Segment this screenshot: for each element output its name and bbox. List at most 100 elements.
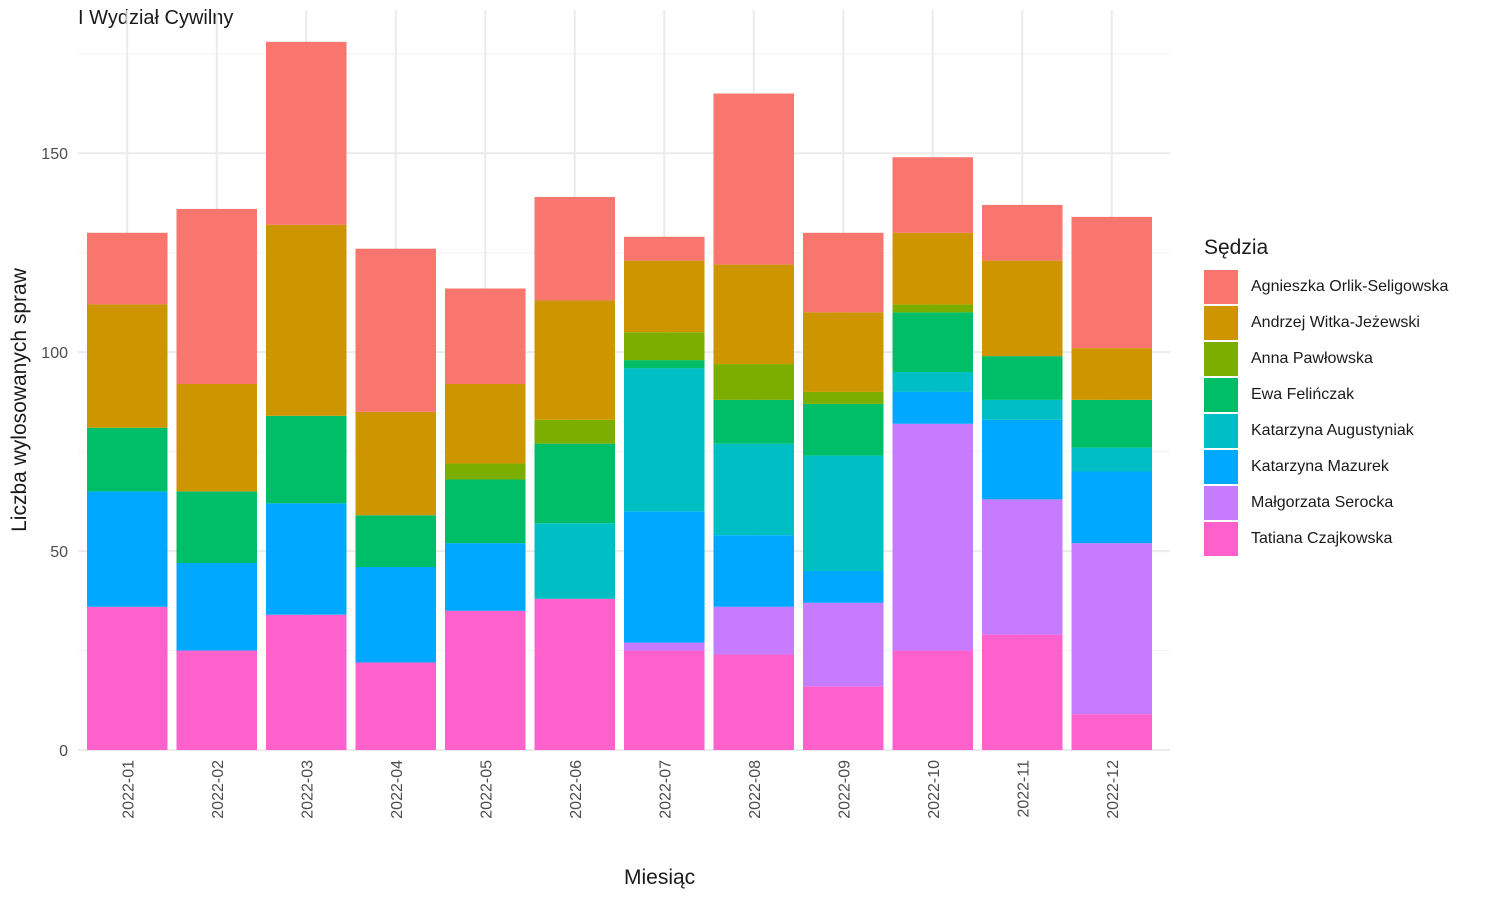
bar-segment: [176, 650, 257, 750]
bar-segment: [892, 391, 973, 424]
bar-segment: [176, 383, 257, 492]
x-tick-label: 2022-05: [478, 760, 495, 819]
x-tick-label: 2022-09: [836, 760, 853, 819]
bar-segment: [176, 208, 257, 384]
bar-segment: [355, 515, 436, 567]
bar-segment: [803, 232, 884, 313]
bar-segment: [534, 443, 615, 524]
bar-segment: [266, 614, 347, 750]
y-tick-label: 100: [41, 345, 68, 362]
bar-segment: [1071, 471, 1152, 544]
legend-label: Andrzej Witka-Jeżewski: [1251, 314, 1420, 331]
x-tick-label: 2022-10: [926, 760, 943, 819]
bar-segment: [713, 654, 794, 750]
bar-segment: [624, 650, 705, 750]
bar-segment: [803, 312, 884, 392]
legend-label: Ewa Felińczak: [1251, 386, 1355, 403]
bar-segment: [534, 598, 615, 750]
legend-swatch: [1204, 306, 1238, 340]
y-tick-label: 0: [59, 743, 68, 760]
bar-segment: [355, 411, 436, 516]
bar-segment: [982, 260, 1063, 357]
x-tick-label: 2022-11: [1015, 760, 1032, 818]
bar-segment: [982, 634, 1063, 750]
bar-segment: [713, 399, 794, 444]
bar-segment: [534, 523, 615, 599]
bar-segment: [445, 479, 526, 544]
y-tick-label: 150: [41, 146, 68, 163]
bar-segment: [982, 399, 1063, 420]
legend-label: Anna Pawłowska: [1251, 350, 1373, 367]
legend-label: Katarzyna Augustyniak: [1251, 422, 1414, 439]
bar-segment: [713, 606, 794, 655]
legend-item: Ewa Felińczak: [1204, 377, 1448, 413]
bar-segment: [534, 300, 615, 420]
x-tick-label: 2022-03: [299, 760, 316, 819]
bar-segment: [266, 224, 347, 416]
bar-segment: [445, 610, 526, 750]
legend-item: Małgorzata Serocka: [1204, 485, 1448, 521]
legend-item: Andrzej Witka-Jeżewski: [1204, 305, 1448, 341]
x-tick-label: 2022-04: [389, 760, 406, 819]
bar-segment: [266, 415, 347, 504]
bar-segment: [892, 423, 973, 651]
bar-segment: [803, 391, 884, 404]
bar-segment: [624, 260, 705, 333]
x-axis-title: Miesiąc: [624, 866, 696, 889]
bar-segment: [892, 304, 973, 313]
bar-segment: [713, 93, 794, 265]
legend-title: Sędzia: [1204, 236, 1269, 259]
bar-segment: [624, 360, 705, 369]
bar-segment: [892, 372, 973, 392]
bar-segment: [445, 383, 526, 464]
legend-swatch: [1204, 378, 1238, 412]
bar-segment: [982, 419, 1063, 500]
bar-segment: [176, 563, 257, 651]
legend-swatch: [1204, 414, 1238, 448]
legend: Sędzia Agnieszka Orlik-Seligowska Andrzej…: [1204, 236, 1448, 557]
bar-segment: [1071, 348, 1152, 400]
legend-item: Katarzyna Mazurek: [1204, 449, 1448, 485]
x-tick-label: 2022-08: [747, 760, 764, 819]
legend-swatch: [1204, 342, 1238, 376]
y-axis-title: Liczba wylosowanych spraw: [8, 268, 31, 532]
legend-label: Agnieszka Orlik-Seligowska: [1251, 278, 1449, 295]
bar-segment: [624, 511, 705, 643]
bar-segment: [355, 566, 436, 663]
bar-segment: [355, 662, 436, 750]
bar-segment: [624, 642, 705, 651]
legend-items: Agnieszka Orlik-Seligowska Andrzej Witka-…: [1204, 269, 1448, 557]
page-title: I Wydział Cywilny: [78, 7, 234, 29]
legend-item: Tatiana Czajkowska: [1204, 521, 1448, 557]
legend-label: Małgorzata Serocka: [1251, 494, 1394, 511]
bar-segment: [266, 41, 347, 225]
bar-segment: [87, 232, 168, 305]
legend-swatch: [1204, 522, 1238, 556]
x-tick-label: 2022-01: [120, 760, 137, 819]
bar-segment: [87, 491, 168, 607]
legend-label: Tatiana Czajkowska: [1251, 530, 1393, 547]
bar-segment: [534, 419, 615, 444]
bar-segment: [1071, 714, 1152, 750]
bar-segment: [87, 606, 168, 750]
bar-segment: [982, 356, 1063, 400]
bar-segment: [176, 491, 257, 564]
bar-segment: [803, 570, 884, 603]
bar-segment: [803, 403, 884, 456]
bar-segment: [445, 288, 526, 384]
bar-segment: [982, 204, 1063, 261]
x-tick-label: 2022-02: [210, 760, 227, 819]
bar-segment: [892, 157, 973, 233]
bar-segment: [713, 264, 794, 365]
x-tick-label: 2022-07: [657, 760, 674, 819]
bar-segment: [803, 686, 884, 750]
bar-segment: [624, 368, 705, 512]
bar-segment: [624, 236, 705, 261]
bar-segment: [534, 196, 615, 301]
bar-segment: [892, 312, 973, 373]
bar-segment: [803, 455, 884, 571]
bar-segment: [713, 364, 794, 400]
bar-segment: [445, 463, 526, 480]
